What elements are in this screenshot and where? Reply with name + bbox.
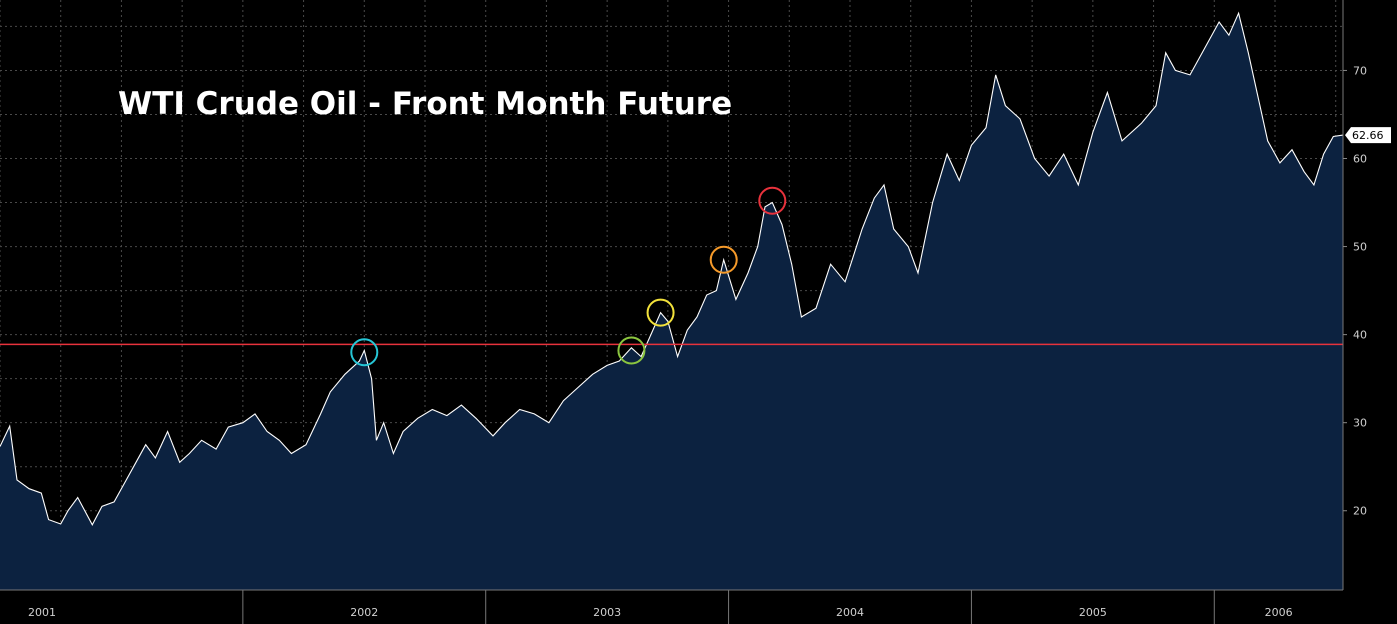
x-tick-label: 2002 xyxy=(350,606,378,619)
annotation-circle-3 xyxy=(646,298,675,327)
y-axis: 20 30 40 50 60 70 xyxy=(1343,64,1367,518)
last-value-badge-shape xyxy=(1345,127,1391,144)
x-tick-label: 2004 xyxy=(836,606,864,619)
annotation-circle-5 xyxy=(758,186,787,215)
annotation-circle-1 xyxy=(350,338,379,367)
x-tick-label: 2006 xyxy=(1265,606,1293,619)
price-line xyxy=(0,11,1344,526)
y-tick-label: 40 xyxy=(1353,329,1367,342)
chart-title: WTI Crude Oil - Front Month Future xyxy=(118,86,732,122)
y-tick-label: 70 xyxy=(1353,64,1367,77)
y-tick-label: 50 xyxy=(1353,241,1367,254)
last-value-label: 62.66 xyxy=(1352,129,1384,142)
price-area xyxy=(0,13,1343,590)
y-tick-label: 20 xyxy=(1353,505,1367,518)
x-tick-label: 2001 xyxy=(28,606,56,619)
annotation-circles xyxy=(350,186,787,367)
y-tick-label: 60 xyxy=(1353,153,1367,166)
x-axis: 2001 2002 2003 2004 2005 2006 xyxy=(28,590,1293,624)
annotation-circle-2 xyxy=(617,336,646,365)
annotation-circle-4 xyxy=(709,245,738,274)
x-tick-label: 2003 xyxy=(593,606,621,619)
y-tick-label: 30 xyxy=(1353,417,1367,430)
last-value-badge: 62.66 xyxy=(1345,127,1391,144)
x-tick-label: 2005 xyxy=(1079,606,1107,619)
